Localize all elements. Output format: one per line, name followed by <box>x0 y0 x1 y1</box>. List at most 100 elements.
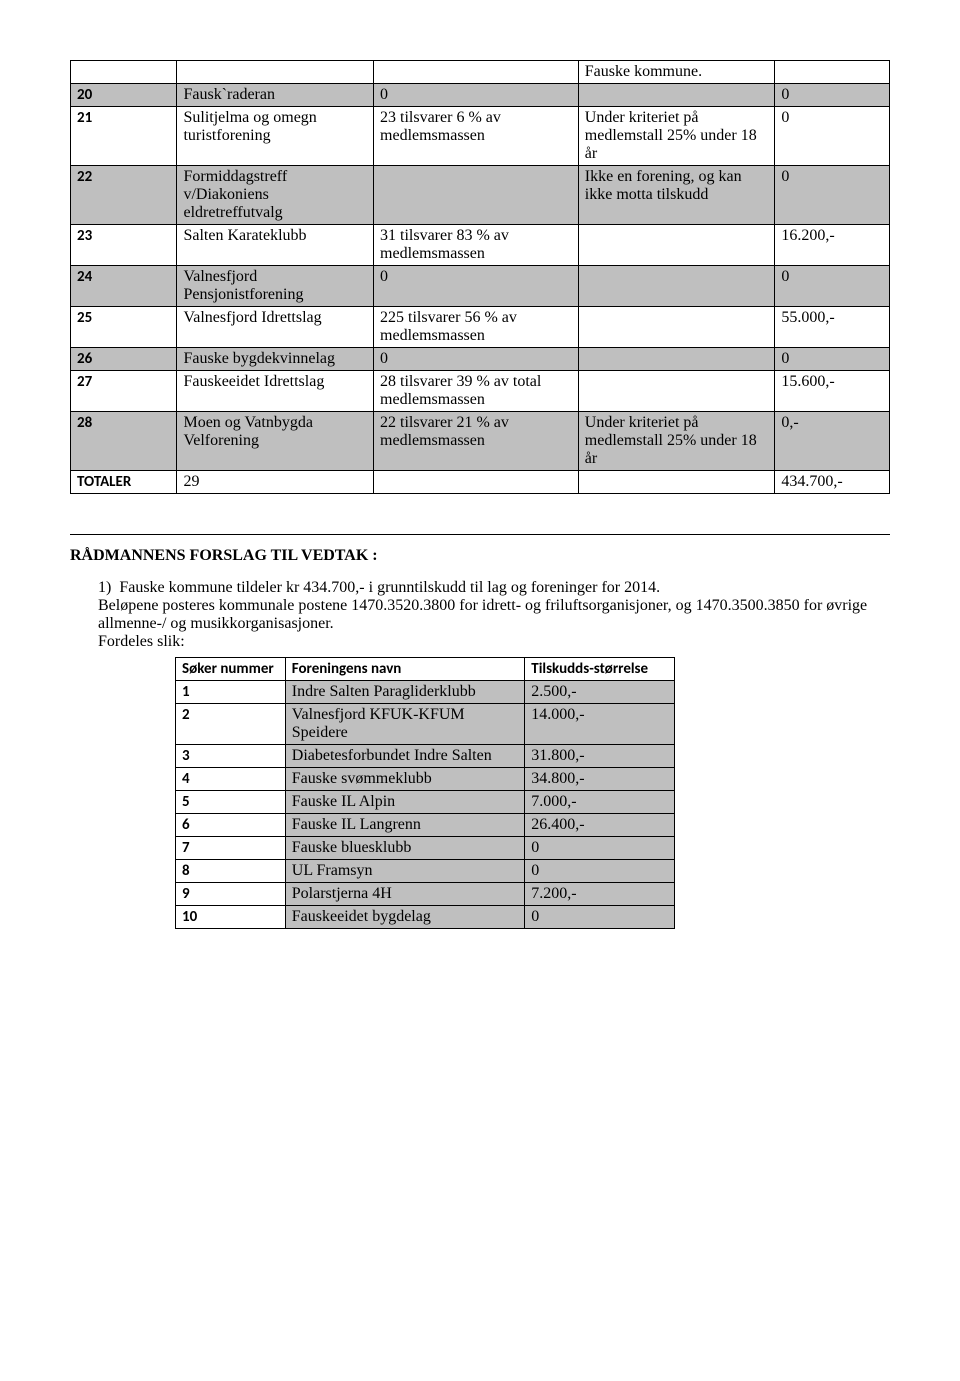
col-header-name: Foreningens navn <box>285 658 525 681</box>
table-row: 27Fauskeeidet Idrettslag28 tilsvarer 39 … <box>71 371 890 412</box>
table-cell: 0,- <box>775 412 890 471</box>
table-cell: 434.700,- <box>775 471 890 494</box>
allocation-number: 7 <box>176 837 286 860</box>
table-cell: 0 <box>775 348 890 371</box>
table-cell: Salten Karateklubb <box>177 225 374 266</box>
table-cell: 23 <box>71 225 177 266</box>
allocation-row: 3Diabetesforbundet Indre Salten31.800,- <box>176 745 675 768</box>
allocation-row: 9Polarstjerna 4H7.200,- <box>176 883 675 906</box>
allocation-name: Fauske svømmeklubb <box>285 768 525 791</box>
allocation-amount: 7.000,- <box>525 791 675 814</box>
table-cell: TOTALER <box>71 471 177 494</box>
divider <box>70 534 890 535</box>
table-cell <box>578 84 775 107</box>
table-cell: 25 <box>71 307 177 348</box>
proposal-body: 1) Fauske kommune tildeler kr 434.700,- … <box>70 579 890 651</box>
table-cell: Fauskeeidet Idrettslag <box>177 371 374 412</box>
table-row: 24Valnesfjord Pensjonistforening00 <box>71 266 890 307</box>
table-row: 26Fauske bygdekvinnelag00 <box>71 348 890 371</box>
table-row: 20Fausk`raderan00 <box>71 84 890 107</box>
allocation-amount: 26.400,- <box>525 814 675 837</box>
allocation-amount: 7.200,- <box>525 883 675 906</box>
table-cell: 20 <box>71 84 177 107</box>
table-row: 28Moen og Vatnbygda Velforening22 tilsva… <box>71 412 890 471</box>
allocation-row: 2Valnesfjord KFUK-KFUM Speidere14.000,- <box>176 704 675 745</box>
main-data-table: Fauske kommune.20Fausk`raderan0021Sulitj… <box>70 60 890 494</box>
allocation-amount: 34.800,- <box>525 768 675 791</box>
allocation-amount: 0 <box>525 906 675 929</box>
paragraph-2: Beløpene posteres kommunale postene 1470… <box>98 597 890 633</box>
allocation-name: Fauske IL Langrenn <box>285 814 525 837</box>
table-cell: 0 <box>775 107 890 166</box>
table-cell <box>578 307 775 348</box>
table-cell <box>578 266 775 307</box>
allocation-row: 10Fauskeeidet bygdelag0 <box>176 906 675 929</box>
allocation-number: 1 <box>176 681 286 704</box>
allocation-number: 10 <box>176 906 286 929</box>
table-cell: 31 tilsvarer 83 % av medlemsmassen <box>374 225 579 266</box>
table-cell: Valnesfjord Pensjonistforening <box>177 266 374 307</box>
section-heading: RÅDMANNENS FORSLAG TIL VEDTAK : <box>70 547 890 565</box>
table-cell: 0 <box>775 266 890 307</box>
table-cell: 23 tilsvarer 6 % av medlemsmassen <box>374 107 579 166</box>
allocation-name: Fauske IL Alpin <box>285 791 525 814</box>
allocation-name: Fauskeeidet bygdelag <box>285 906 525 929</box>
table-cell: 21 <box>71 107 177 166</box>
table-row: 25Valnesfjord Idrettslag225 tilsvarer 56… <box>71 307 890 348</box>
allocation-number: 4 <box>176 768 286 791</box>
allocation-name: Indre Salten Paragliderklubb <box>285 681 525 704</box>
allocation-row: 7Fauske bluesklubb0 <box>176 837 675 860</box>
table-cell <box>578 471 775 494</box>
table-cell: Under kriteriet på medlemstall 25% under… <box>578 107 775 166</box>
table-cell <box>177 61 374 84</box>
col-header-amount: Tilskudds-størrelse <box>525 658 675 681</box>
table-cell: Ikke en forening, og kan ikke motta tils… <box>578 166 775 225</box>
table-cell <box>374 61 579 84</box>
list-item-text: Fauske kommune tildeler kr 434.700,- i g… <box>119 579 660 596</box>
table-cell: 0 <box>374 84 579 107</box>
table-cell: Formiddagstreff v/Diakoniens eldretreffu… <box>177 166 374 225</box>
table-cell: 29 <box>177 471 374 494</box>
table-cell: Under kriteriet på medlemstall 25% under… <box>578 412 775 471</box>
allocation-row: 6Fauske IL Langrenn26.400,- <box>176 814 675 837</box>
table-cell: 55.000,- <box>775 307 890 348</box>
allocation-name: Valnesfjord KFUK-KFUM Speidere <box>285 704 525 745</box>
table-cell: Moen og Vatnbygda Velforening <box>177 412 374 471</box>
table-cell: 28 tilsvarer 39 % av total medlemsmassen <box>374 371 579 412</box>
allocation-header-row: Søker nummer Foreningens navn Tilskudds-… <box>176 658 675 681</box>
table-cell <box>71 61 177 84</box>
table-cell: Fausk`raderan <box>177 84 374 107</box>
col-header-number: Søker nummer <box>176 658 286 681</box>
allocation-number: 9 <box>176 883 286 906</box>
table-cell: Fauske kommune. <box>578 61 775 84</box>
allocation-amount: 31.800,- <box>525 745 675 768</box>
allocation-number: 2 <box>176 704 286 745</box>
table-cell: 15.600,- <box>775 371 890 412</box>
allocation-row: 1Indre Salten Paragliderklubb2.500,- <box>176 681 675 704</box>
table-row: 22Formiddagstreff v/Diakoniens eldretref… <box>71 166 890 225</box>
list-marker: 1) <box>98 579 119 596</box>
paragraph-3: Fordeles slik: <box>98 633 890 651</box>
table-cell <box>578 348 775 371</box>
allocation-name: Diabetesforbundet Indre Salten <box>285 745 525 768</box>
allocation-row: 4Fauske svømmeklubb34.800,- <box>176 768 675 791</box>
allocation-name: Fauske bluesklubb <box>285 837 525 860</box>
table-cell <box>578 371 775 412</box>
allocation-row: 8UL Framsyn0 <box>176 860 675 883</box>
table-cell: Valnesfjord Idrettslag <box>177 307 374 348</box>
table-cell: 16.200,- <box>775 225 890 266</box>
allocation-name: Polarstjerna 4H <box>285 883 525 906</box>
allocation-number: 3 <box>176 745 286 768</box>
allocation-number: 6 <box>176 814 286 837</box>
table-cell: 225 tilsvarer 56 % av medlemsmassen <box>374 307 579 348</box>
table-row: 21Sulitjelma og omegn turistforening23 t… <box>71 107 890 166</box>
table-cell: 26 <box>71 348 177 371</box>
table-row: TOTALER29 434.700,- <box>71 471 890 494</box>
table-cell: Fauske bygdekvinnelag <box>177 348 374 371</box>
table-cell: 28 <box>71 412 177 471</box>
table-cell <box>374 471 579 494</box>
table-cell: 0 <box>374 348 579 371</box>
table-cell <box>775 61 890 84</box>
table-cell: 0 <box>374 266 579 307</box>
table-cell <box>374 166 579 225</box>
